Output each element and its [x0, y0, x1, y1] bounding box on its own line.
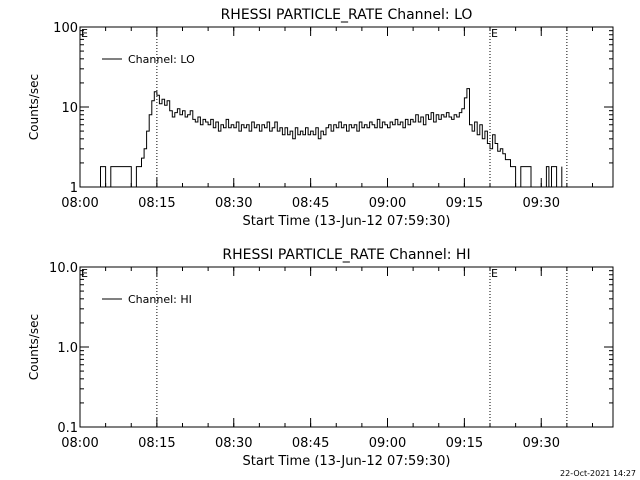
y-tick-label: 10: [61, 101, 78, 116]
x-tick-label: 08:00: [61, 196, 98, 211]
x-tick-label: 08:45: [292, 196, 329, 211]
legend-label: Channel: LO: [128, 53, 195, 66]
y-tick-label: 1: [70, 181, 78, 196]
chart-title: RHESSI PARTICLE_RATE Channel: LO: [221, 7, 473, 23]
event-marker-label: E: [491, 27, 498, 40]
y-tick-label: 1.0: [57, 341, 78, 356]
x-axis-label: Start Time (13-Jun-12 07:59:30): [243, 454, 451, 469]
x-tick-label: 09:00: [369, 436, 406, 451]
x-tick-label: 09:00: [369, 196, 406, 211]
x-tick-label: 09:30: [523, 436, 560, 451]
corner-event-label: E: [81, 267, 88, 280]
y-tick-label: 100: [53, 21, 78, 36]
generated-timestamp: 22-Oct-2021 14:27: [560, 469, 636, 478]
hi-channel-panel: RHESSI PARTICLE_RATE Channel: HI Start Ti…: [27, 247, 614, 469]
series-line: [100, 88, 563, 187]
x-tick-label: 08:00: [61, 436, 98, 451]
x-tick-label: 08:30: [215, 196, 252, 211]
x-tick-label: 08:30: [215, 436, 252, 451]
x-tick-label: 09:15: [446, 436, 483, 451]
x-tick-label: 09:15: [446, 196, 483, 211]
y-tick-label: 0.1: [57, 421, 78, 436]
x-tick-label: 09:30: [523, 196, 560, 211]
x-tick-label: 08:45: [292, 436, 329, 451]
x-tick-label: 08:15: [138, 196, 175, 211]
legend-label: Channel: HI: [128, 293, 192, 306]
x-axis-label: Start Time (13-Jun-12 07:59:30): [243, 214, 451, 229]
x-tick-label: 08:15: [138, 436, 175, 451]
plot-frame: [79, 266, 614, 428]
y-axis-label: Counts/sec: [27, 74, 41, 140]
event-marker-label: E: [491, 267, 498, 280]
corner-event-label: E: [81, 27, 88, 40]
chart-title: RHESSI PARTICLE_RATE Channel: HI: [222, 247, 470, 263]
y-tick-label: 10.0: [49, 261, 78, 276]
y-axis-label: Counts/sec: [27, 314, 41, 380]
plot-frame: [79, 26, 614, 188]
lo-channel-panel: RHESSI PARTICLE_RATE Channel: LO Start Ti…: [27, 7, 614, 229]
